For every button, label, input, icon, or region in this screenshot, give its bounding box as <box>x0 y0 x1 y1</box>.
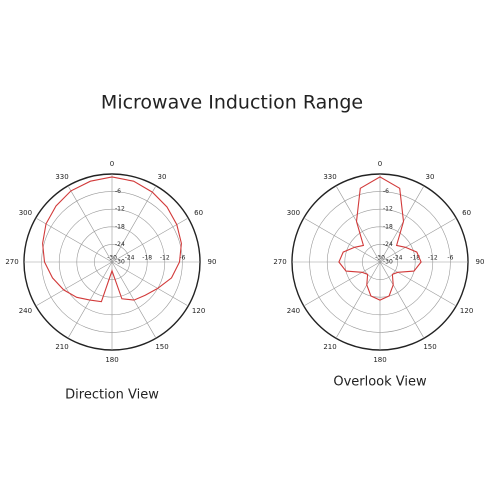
angle-label: 150 <box>155 343 168 351</box>
angle-label: 210 <box>323 343 336 351</box>
chart-title: Overlook View <box>333 375 427 390</box>
r-label: -30 <box>115 259 125 266</box>
chart-title: Direction View <box>65 388 159 403</box>
spoke <box>35 261 113 307</box>
r-label: -18 <box>115 223 125 230</box>
angle-label: 60 <box>462 209 471 217</box>
r-label: -30 <box>107 255 117 262</box>
angle-label: 0 <box>378 160 382 168</box>
r-label: -12 <box>428 255 438 262</box>
r-label: -24 <box>115 241 125 248</box>
r-label: -6 <box>115 188 121 195</box>
angle-label: 30 <box>426 173 435 181</box>
r-label: -30 <box>375 255 385 262</box>
page-title: Microwave Induction Range <box>101 92 363 114</box>
r-label: -18 <box>142 255 152 262</box>
pattern-line <box>42 176 182 303</box>
angle-label: 180 <box>105 356 118 364</box>
spoke <box>303 217 381 263</box>
angle-label: 270 <box>5 258 18 266</box>
r-label: -12 <box>115 206 125 213</box>
angle-label: 180 <box>373 356 386 364</box>
angle-label: 120 <box>460 307 473 315</box>
r-label: -24 <box>393 255 403 262</box>
r-label: -12 <box>383 206 393 213</box>
angle-label: 60 <box>194 209 203 217</box>
spoke <box>379 261 457 307</box>
pattern-line <box>338 176 422 301</box>
spoke <box>35 217 113 263</box>
angle-label: 240 <box>287 307 300 315</box>
r-label: -12 <box>160 255 170 262</box>
angle-label: 90 <box>476 258 485 266</box>
spoke <box>379 185 425 263</box>
r-label: -24 <box>383 241 393 248</box>
spoke <box>335 185 381 263</box>
angle-label: 270 <box>273 258 286 266</box>
angle-label: 120 <box>192 307 205 315</box>
r-label: -18 <box>383 223 393 230</box>
spoke <box>111 261 189 307</box>
angle-label: 240 <box>19 307 32 315</box>
angle-label: 300 <box>19 209 32 217</box>
angle-label: 150 <box>423 343 436 351</box>
spoke <box>379 261 425 339</box>
angle-label: 0 <box>110 160 114 168</box>
angle-label: 330 <box>323 173 336 181</box>
angle-label: 30 <box>158 173 167 181</box>
angle-label: 300 <box>287 209 300 217</box>
angle-label: 210 <box>55 343 68 351</box>
r-label: -6 <box>179 255 185 262</box>
angle-label: 330 <box>55 173 68 181</box>
r-label: -18 <box>410 255 420 262</box>
r-label: -6 <box>383 188 389 195</box>
spoke <box>111 217 189 263</box>
spoke <box>303 261 381 307</box>
spoke <box>379 217 457 263</box>
r-label: -6 <box>447 255 453 262</box>
spoke <box>67 185 113 263</box>
r-label: -30 <box>383 259 393 266</box>
spoke <box>111 185 157 263</box>
spoke <box>335 261 381 339</box>
r-label: -24 <box>125 255 135 262</box>
angle-label: 90 <box>208 258 217 266</box>
